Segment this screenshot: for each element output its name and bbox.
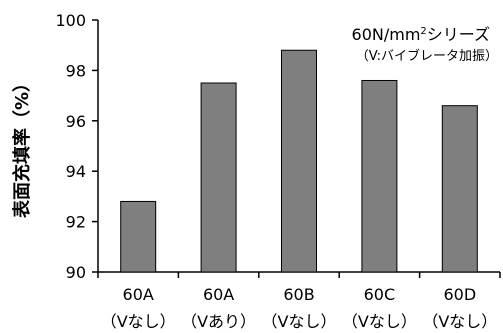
bar — [441, 105, 478, 273]
bar — [200, 82, 237, 273]
x-category-label: 60A — [123, 285, 154, 304]
y-axis-label: 表面充填率（%） — [11, 74, 33, 218]
x-category-label: 60B — [283, 285, 314, 304]
chart-title: 60N/mm2シリーズ — [352, 25, 490, 44]
x-category-sublabel: （Vなし） — [422, 312, 497, 331]
y-tick-label: 96 — [66, 112, 86, 131]
bar — [120, 200, 157, 273]
y-tick-label: 100 — [55, 11, 86, 30]
x-category-sublabel: （Vあり） — [181, 312, 256, 331]
y-tick-label: 98 — [66, 61, 86, 80]
x-category-sublabel: （Vなし） — [262, 312, 337, 331]
y-tick-label: 94 — [66, 162, 86, 181]
bar — [281, 49, 317, 273]
x-categories: 60A （Vなし） 60A （Vあり） 60B （Vなし） 60C （Vなし） 60D （Vなし） — [101, 285, 498, 331]
bar — [361, 79, 398, 273]
chart-subtitle: （V:バイブレータ加振） — [356, 48, 498, 64]
y-tick-label: 92 — [66, 213, 86, 232]
x-category-sublabel: （Vなし） — [101, 312, 176, 331]
x-category-label: 60A — [203, 285, 234, 304]
x-category-label: 60C — [364, 285, 396, 304]
y-tick-label: 90 — [66, 263, 86, 282]
y-ticks: 90 92 94 96 98 100 — [55, 11, 98, 282]
x-category-sublabel: （Vなし） — [342, 312, 417, 331]
x-category-label: 60D — [443, 285, 476, 304]
bars — [120, 49, 478, 273]
